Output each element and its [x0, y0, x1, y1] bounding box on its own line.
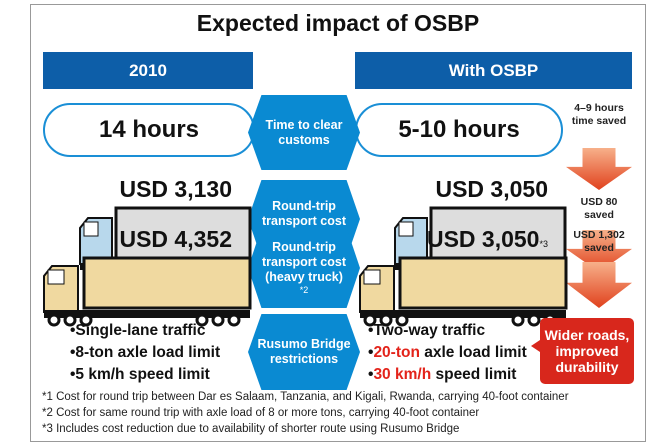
list-item: •8-ton axle load limit	[70, 344, 221, 361]
item-text: axle load limit	[419, 344, 527, 361]
list-item: •30 km/h speed limit	[368, 364, 527, 386]
heavy-cost-value: USD 3,050	[426, 226, 540, 252]
customs-time-2010: 14 hours	[43, 103, 255, 157]
cost-osbp: USD 3,050	[435, 176, 548, 202]
hex-label: Rusumo Bridge restrictions	[257, 337, 351, 366]
list-item: •Two-way traffic	[368, 320, 527, 342]
hex-label: Time to clear customs	[265, 117, 343, 147]
customs-time-osbp: 5-10 hours	[355, 103, 563, 157]
time-saved: 4–9 hours time saved	[571, 102, 627, 128]
note-ref: *3	[539, 239, 548, 249]
callout-text: Wider roads, improved durability	[544, 326, 630, 376]
highlight-text: 30 km/h	[373, 366, 432, 383]
bullet: •	[368, 322, 374, 339]
highlight-text: 20-ton	[373, 344, 420, 361]
hex-customs: Time to clear customs	[248, 95, 360, 170]
cost-2010: USD 3,130	[119, 176, 232, 202]
improvement-callout: Wider roads, improved durability	[540, 318, 634, 384]
header-with-osbp: With OSBP	[355, 52, 632, 89]
footnote: *3 Includes cost reduction due to availa…	[42, 423, 460, 435]
usd80-saved: USD 80 saved	[580, 196, 618, 222]
heavy-truck-icon	[43, 256, 252, 327]
hex-label: Round-trip transport cost	[261, 198, 347, 228]
list-item: •Single-lane traffic	[70, 322, 206, 339]
heavy-cost-2010: USD 4,352	[119, 226, 232, 252]
hex-heavy-transport-cost: Round-trip transport cost (heavy truck) *…	[248, 228, 360, 308]
item-text: speed limit	[431, 366, 517, 383]
hex-rusumo-bridge: Rusumo Bridge restrictions	[248, 314, 360, 390]
heavy-cost-osbp: USD 3,050*3	[380, 226, 548, 253]
footnote: *2 Cost for same round trip with axle lo…	[42, 407, 480, 419]
bridge-after-list: •Two-way traffic •20-ton axle load limit…	[368, 320, 527, 386]
heavy-truck-icon	[359, 256, 568, 327]
frame	[30, 4, 646, 442]
bridge-before-list: •Single-lane traffic •8-ton axle load li…	[70, 320, 220, 386]
footnote: *1 Cost for round trip between Dar es Sa…	[42, 391, 569, 403]
footnotes: *1 Cost for round trip between Dar es Sa…	[42, 389, 569, 437]
list-item: •5 km/h speed limit	[70, 366, 210, 383]
header-2010: 2010	[43, 52, 253, 89]
list-item: •20-ton axle load limit	[368, 342, 527, 364]
usd1302-saved: USD 1,302 saved	[573, 229, 625, 255]
hex-label: Round-trip transport cost (heavy truck)	[261, 240, 347, 285]
item-text: Two-way traffic	[373, 322, 486, 339]
bullet: •	[368, 344, 374, 361]
bullet: •	[368, 366, 374, 383]
note-ref: *2	[299, 285, 309, 296]
title: Expected impact of OSBP	[196, 10, 480, 36]
